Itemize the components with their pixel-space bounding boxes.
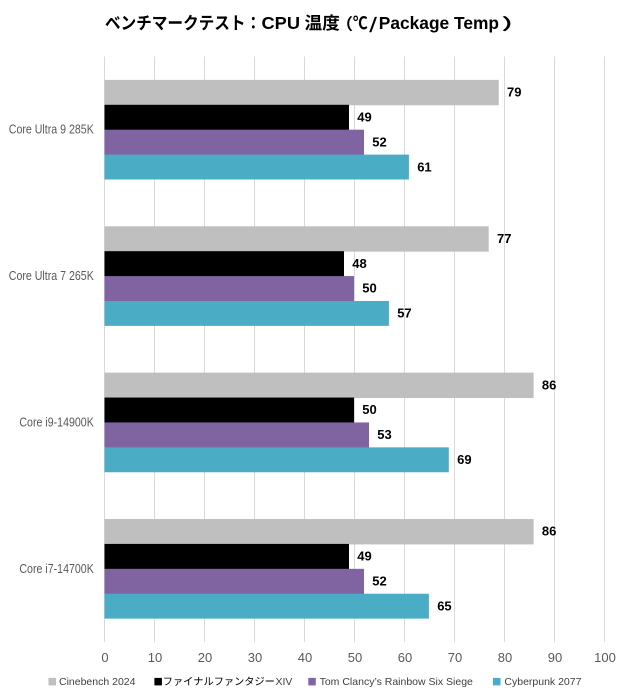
svg-text:50: 50 <box>348 650 362 665</box>
svg-text:Core Ultra 9 285K: Core Ultra 9 285K <box>9 123 95 137</box>
svg-text:86: 86 <box>542 377 556 392</box>
svg-text:Core i7-14700K: Core i7-14700K <box>19 562 94 576</box>
svg-text:XIV: XIV <box>276 676 293 688</box>
svg-text:50: 50 <box>362 281 376 296</box>
svg-text:60: 60 <box>398 650 412 665</box>
svg-text:77: 77 <box>497 231 511 246</box>
svg-text:CPU: CPU <box>262 13 301 33</box>
svg-text:Cinebench 2024: Cinebench 2024 <box>59 676 136 688</box>
svg-text:80: 80 <box>498 650 512 665</box>
svg-text:69: 69 <box>457 452 471 467</box>
svg-text:52: 52 <box>372 134 386 149</box>
svg-text:50: 50 <box>362 402 376 417</box>
svg-text:10: 10 <box>148 650 162 665</box>
svg-text:100: 100 <box>594 650 616 665</box>
svg-text:65: 65 <box>437 598 451 613</box>
svg-text:86: 86 <box>542 524 556 539</box>
svg-text:70: 70 <box>448 650 462 665</box>
svg-text:40: 40 <box>298 650 312 665</box>
svg-text:Core i9-14900K: Core i9-14900K <box>19 415 94 429</box>
svg-text:57: 57 <box>397 306 411 321</box>
svg-text:Tom Clancy’s Rainbow Six Siege: Tom Clancy’s Rainbow Six Siege <box>320 676 473 688</box>
svg-text:20: 20 <box>198 650 212 665</box>
svg-text:30: 30 <box>248 650 262 665</box>
svg-text:53: 53 <box>377 427 391 442</box>
svg-text:49: 49 <box>357 109 371 124</box>
svg-text:48: 48 <box>352 256 366 271</box>
svg-text:79: 79 <box>507 85 521 100</box>
svg-text:Cyberpunk 2077: Cyberpunk 2077 <box>504 676 581 688</box>
svg-text:Core Ultra 7 265K: Core Ultra 7 265K <box>9 269 95 283</box>
svg-text:0: 0 <box>101 650 108 665</box>
svg-text:52: 52 <box>372 573 386 588</box>
svg-text:Package Temp: Package Temp <box>379 13 499 33</box>
svg-text:61: 61 <box>417 159 431 174</box>
svg-text:90: 90 <box>548 650 562 665</box>
svg-text:49: 49 <box>357 549 371 564</box>
